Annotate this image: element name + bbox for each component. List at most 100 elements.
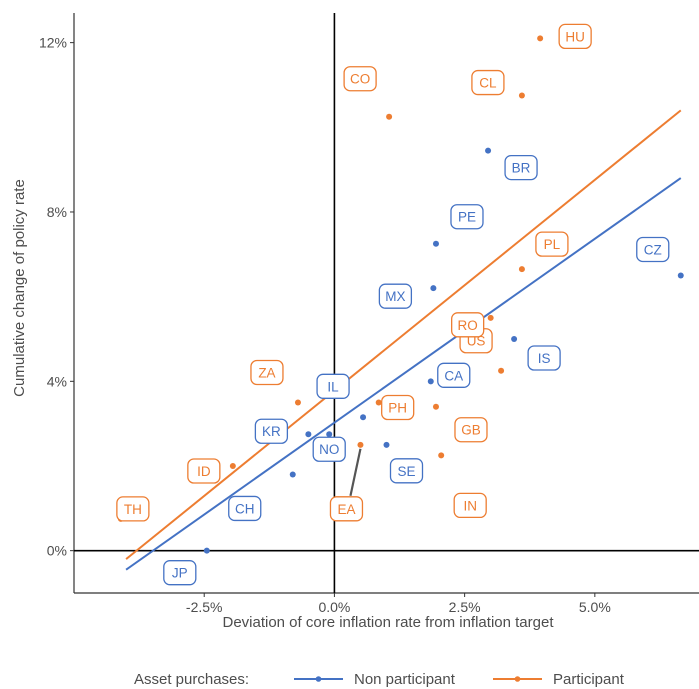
point-label-text: PL — [544, 237, 561, 252]
point-label-box — [558, 23, 592, 50]
data-point-br — [485, 147, 492, 154]
data-point-ea — [357, 441, 364, 448]
point-label-box — [329, 496, 364, 522]
data-point-hu — [537, 35, 544, 42]
point-label-box — [163, 560, 197, 586]
point-label-box — [187, 458, 221, 484]
point-label-box — [381, 394, 415, 421]
point-label-box — [636, 236, 670, 263]
point-label-text: NO — [319, 442, 339, 457]
point-label-text: SE — [397, 464, 415, 479]
data-point-cz — [677, 272, 684, 279]
legend-label-participant: Participant — [553, 671, 625, 688]
point-label-ea: EA — [329, 496, 364, 522]
point-label-box — [471, 69, 505, 96]
y-tick-label: 0% — [47, 543, 67, 559]
point-label-text: ID — [197, 464, 211, 479]
data-point-ph — [375, 399, 382, 406]
point-label-cz: CZ — [636, 236, 670, 263]
data-point-is — [511, 335, 518, 342]
data-points — [117, 35, 684, 554]
point-label-text: CH — [235, 501, 255, 516]
point-label-text: PE — [458, 210, 476, 225]
data-point-il — [360, 414, 367, 421]
point-label-th: TH — [116, 496, 150, 522]
x-tick-label: 5.0% — [579, 599, 611, 615]
point-label-in: IN — [453, 492, 487, 519]
y-tick-label: 4% — [47, 373, 67, 389]
point-label-box — [389, 458, 424, 484]
point-label-text: RO — [458, 318, 478, 333]
data-point-pe — [432, 240, 439, 247]
point-labels: JP CH KR NO IL SE MX PE CA BR IS CZ TH ID ZA EA PH CO GB IN… — [116, 23, 670, 586]
y-tick-label: 12% — [39, 35, 67, 51]
point-label-box — [454, 417, 488, 443]
legend-item-non-participant: Non participant — [294, 671, 456, 688]
data-point-kr — [305, 431, 312, 438]
legend-key-dot-participant — [514, 676, 521, 682]
point-label-text: US — [467, 334, 486, 349]
point-label-hu: HU — [558, 23, 592, 50]
data-point-mx — [430, 285, 437, 292]
point-label-box — [343, 66, 377, 92]
legend-item-participant: Participant — [493, 671, 625, 688]
point-label-text: IS — [538, 351, 551, 366]
point-label-ro: RO — [451, 312, 485, 338]
point-label-box — [437, 362, 471, 388]
point-label-gb: GB — [454, 417, 488, 443]
point-label-co: CO — [343, 66, 377, 92]
point-label-box — [504, 154, 538, 181]
point-label-kr: KR — [254, 418, 289, 444]
legend-label-non-participant: Non participant — [354, 671, 456, 688]
axes: 0% 4% 8% 12% -2.5% 0.0% 2.5% 5.0% — [39, 13, 699, 615]
point-label-ch: CH — [228, 495, 262, 522]
x-tick-label: 2.5% — [449, 599, 481, 615]
legend-title: Asset purchases: — [134, 671, 249, 688]
point-label-text: CZ — [644, 242, 662, 257]
y-axis-title: Cumulative change of policy rate — [11, 179, 28, 397]
point-label-jp: JP — [163, 560, 197, 586]
legend-key-dot-non-participant — [315, 676, 322, 682]
point-label-pe: PE — [450, 204, 484, 230]
point-label-br: BR — [504, 154, 538, 181]
point-label-box — [316, 373, 350, 399]
point-label-box — [250, 359, 284, 386]
point-label-ca: CA — [437, 362, 471, 388]
point-label-text: IL — [327, 379, 339, 394]
point-label-box — [116, 496, 150, 522]
y-tick-label: 8% — [47, 204, 67, 220]
point-label-box — [527, 345, 561, 371]
point-label-box — [453, 492, 487, 519]
label-leader-line — [349, 448, 362, 497]
point-label-pl: PL — [535, 231, 569, 257]
point-label-cl: CL — [471, 69, 505, 96]
point-label-za: ZA — [250, 359, 284, 386]
point-label-il: IL — [316, 373, 350, 399]
point-label-mx: MX — [378, 283, 413, 309]
data-point-ro — [487, 314, 494, 321]
point-label-text: JP — [172, 566, 188, 581]
point-label-text: PH — [388, 400, 407, 415]
x-axis-title: Deviation of core inflation rate from in… — [222, 614, 554, 631]
point-label-text: EA — [337, 502, 355, 517]
trend-line-participant — [125, 109, 682, 560]
data-point-in — [438, 452, 445, 459]
data-point-jp — [203, 547, 210, 554]
point-label-text: GB — [461, 423, 481, 438]
data-point-se — [383, 441, 390, 448]
data-point-us — [498, 367, 505, 374]
point-label-text: HU — [565, 29, 585, 44]
data-point-ch — [289, 471, 296, 478]
point-label-text: CO — [350, 72, 370, 87]
point-label-box — [378, 283, 413, 309]
point-label-text: ZA — [258, 365, 275, 380]
point-label-text: MX — [385, 289, 405, 304]
data-point-ca — [427, 378, 434, 385]
point-label-text: CL — [479, 76, 497, 91]
point-label-box — [451, 312, 485, 338]
point-label-no: NO — [312, 436, 346, 462]
point-label-text: KR — [262, 424, 281, 439]
point-label-text: TH — [124, 502, 142, 517]
point-label-id: ID — [187, 458, 221, 484]
